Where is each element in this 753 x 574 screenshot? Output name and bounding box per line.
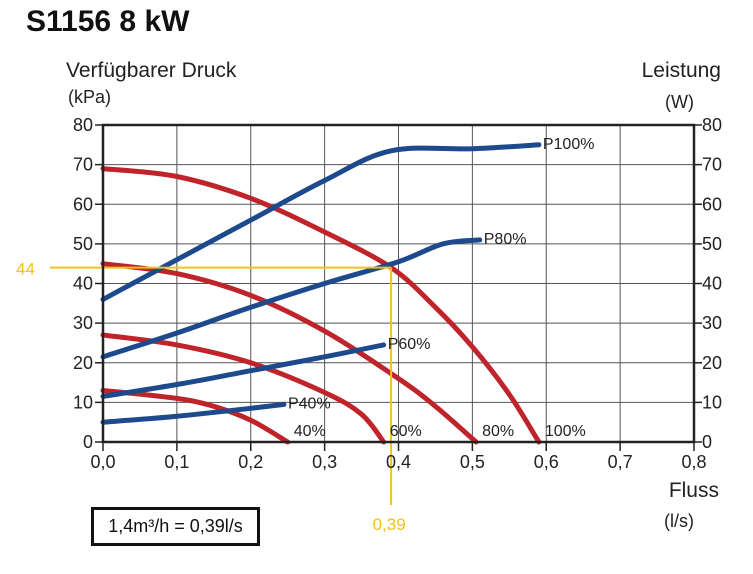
y-tick-label-left: 0 [83, 432, 93, 452]
pressure-curve-label: 40% [294, 423, 326, 440]
pressure-curve-80 [100, 261, 479, 445]
y-tick-label-right: 0 [702, 432, 712, 452]
y-tick-label-right: 20 [702, 353, 722, 373]
y-tick-label-right: 40 [702, 274, 722, 294]
x-tick-label: 0,1 [164, 452, 189, 472]
y-tick-label-left: 60 [73, 194, 93, 214]
power-curve-P60 [100, 342, 387, 399]
y-tick-label-right: 10 [702, 392, 722, 412]
x-tick-label: 0,5 [460, 452, 485, 472]
curve-labels: 100% 80% 60% 40% P100% P80% P60% P40% [288, 136, 594, 440]
pressure-curve-100 [100, 166, 542, 445]
power-curve-label: P40% [288, 395, 331, 412]
right-axis-unit: (W) [665, 92, 694, 112]
operating-point-guides: 440,39 [16, 260, 406, 534]
power-curve-label: P80% [484, 231, 527, 248]
power-curve-P80 [100, 237, 483, 360]
x-tick-label: 0,6 [534, 452, 559, 472]
x-tick-label: 0,7 [608, 452, 633, 472]
y-tick-label-right: 30 [702, 313, 722, 333]
left-axis-label: Verfügbarer Druck [66, 59, 237, 82]
curves [100, 142, 542, 445]
operating-point-x-label: 0,39 [373, 515, 406, 534]
y-tick-label-right: 60 [702, 194, 722, 214]
x-tick-label: 0,8 [681, 452, 706, 472]
pressure-curve-40 [100, 388, 291, 445]
pressure-curve-label: 60% [390, 423, 422, 440]
x-tick-label: 0,4 [386, 452, 411, 472]
pressure-curve-label: 100% [545, 423, 586, 440]
grid [103, 125, 694, 442]
power-curve-label: P100% [543, 136, 595, 153]
y-tick-label-left: 30 [73, 313, 93, 333]
y-tick-label-left: 40 [73, 274, 93, 294]
pressure-curve-label: 80% [482, 423, 514, 440]
x-tick-label: 0,2 [238, 452, 263, 472]
x-tick-label: 0,3 [312, 452, 337, 472]
y-tick-label-right: 50 [702, 234, 722, 254]
y-tick-label-left: 80 [73, 115, 93, 135]
operating-point-y-label: 44 [16, 260, 35, 279]
power-curve-P40 [100, 401, 287, 425]
y-tick-label-left: 50 [73, 234, 93, 254]
chart-title: S1156 8 kW [26, 5, 190, 38]
y-tick-label-left: 70 [73, 155, 93, 175]
power-curve-label: P60% [388, 336, 431, 353]
x-axis-label: Fluss [669, 479, 719, 502]
right-axis-label: Leistung [642, 59, 721, 82]
y-tick-label-left: 10 [73, 392, 93, 412]
x-tick-label: 0,0 [90, 452, 115, 472]
y-tick-label-left: 20 [73, 353, 93, 373]
y-tick-label-right: 80 [702, 115, 722, 135]
left-axis-unit: (kPa) [68, 87, 111, 107]
conversion-note-text: 1,4m³/h = 0,39l/s [108, 516, 243, 536]
x-axis-unit: (l/s) [664, 511, 694, 531]
pressure-curve-60 [100, 332, 387, 445]
conversion-note: 1,4m³/h = 0,39l/s [91, 507, 260, 546]
power-curve-P100 [100, 142, 542, 302]
y-tick-label-right: 70 [702, 155, 722, 175]
